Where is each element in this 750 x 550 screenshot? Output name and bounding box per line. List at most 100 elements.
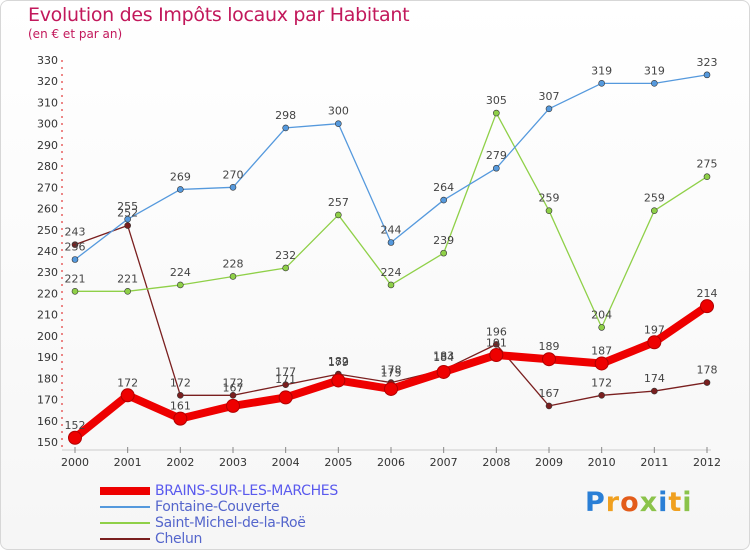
y-tick-label: 160 <box>37 415 58 428</box>
data-point <box>278 390 293 405</box>
data-label: 305 <box>486 94 507 107</box>
data-point <box>71 256 79 263</box>
data-label: 171 <box>275 373 296 386</box>
data-point <box>335 120 342 127</box>
data-point <box>177 392 184 399</box>
data-point <box>651 80 658 87</box>
data-point <box>331 373 346 388</box>
data-label: 269 <box>170 170 191 183</box>
logo-letter: P <box>585 487 606 518</box>
data-label: 172 <box>223 376 244 389</box>
legend-label: Saint-Michel-de-la-Roë <box>155 515 306 531</box>
logo-letter: o <box>620 487 640 518</box>
data-point <box>387 239 395 246</box>
data-label: 187 <box>591 344 612 357</box>
chart-series <box>68 71 714 445</box>
data-point <box>282 381 289 389</box>
legend-swatch <box>100 538 150 540</box>
data-label: 184 <box>433 351 454 364</box>
data-label: 197 <box>644 323 665 336</box>
data-label: 259 <box>644 192 665 205</box>
data-point <box>124 222 131 229</box>
data-label: 189 <box>539 340 560 353</box>
x-tick-label: 2000 <box>61 456 89 469</box>
data-point <box>436 364 451 379</box>
data-label: 232 <box>275 249 296 262</box>
data-point <box>387 281 395 289</box>
data-point <box>489 347 504 362</box>
data-point <box>545 402 553 410</box>
y-tick-label: 300 <box>37 118 58 131</box>
data-label: 172 <box>117 376 138 389</box>
x-tick-label: 2003 <box>219 456 247 469</box>
data-label: 183 <box>433 349 454 362</box>
series-line-2 <box>74 112 708 329</box>
data-label: 175 <box>381 366 402 379</box>
data-point <box>647 335 662 350</box>
data-point <box>124 215 131 223</box>
chart-axes: 150 160 170 180 190 200 210 220 230 240 250 260 270 2… <box>37 54 721 469</box>
x-tick-label: 2012 <box>693 456 721 469</box>
data-label: 319 <box>591 64 612 77</box>
data-label: 204 <box>591 308 612 321</box>
data-label: 167 <box>539 387 560 400</box>
data-label: 224 <box>381 266 402 279</box>
data-point <box>68 430 82 445</box>
data-point <box>229 184 237 191</box>
x-tick-label: 2004 <box>272 456 300 469</box>
data-label: 275 <box>697 158 718 171</box>
y-tick-label: 240 <box>37 245 58 258</box>
proxiti-logo: Proxiti <box>585 487 693 518</box>
data-label: 264 <box>433 181 454 194</box>
data-point <box>282 264 289 272</box>
x-tick-label: 2002 <box>166 456 194 469</box>
chart-subtitle: (en € et par an) <box>28 27 123 41</box>
data-point <box>177 186 184 193</box>
data-point <box>229 273 237 280</box>
y-tick-label: 150 <box>37 436 58 449</box>
data-point <box>703 173 711 181</box>
data-label: 172 <box>591 376 612 389</box>
data-label: 174 <box>644 372 665 385</box>
data-label: 255 <box>117 200 138 213</box>
data-label: 236 <box>65 240 86 253</box>
data-point <box>594 356 609 371</box>
data-label: 252 <box>117 207 138 220</box>
data-label: 243 <box>65 226 86 239</box>
chart-title: Evolution des Impôts locaux par Habitant <box>28 4 410 26</box>
logo-letter: x <box>639 487 659 518</box>
data-point <box>229 392 237 399</box>
data-label: 224 <box>170 266 191 279</box>
y-tick-label: 260 <box>37 203 58 216</box>
data-label: 257 <box>328 196 349 209</box>
data-label: 319 <box>644 64 665 77</box>
data-label: 178 <box>381 364 402 377</box>
data-label: 214 <box>697 287 718 300</box>
y-tick-label: 180 <box>37 372 58 385</box>
data-label: 239 <box>433 234 454 247</box>
x-tick-label: 2009 <box>535 456 563 469</box>
data-label: 228 <box>223 257 244 270</box>
data-point <box>493 109 500 117</box>
legend-swatch <box>100 487 150 495</box>
data-point <box>703 379 711 386</box>
x-tick-label: 2007 <box>430 456 458 469</box>
y-tick-label: 230 <box>37 266 58 279</box>
data-point <box>226 398 240 413</box>
data-label: 298 <box>275 109 296 122</box>
y-tick-label: 280 <box>37 160 58 173</box>
data-point <box>545 207 553 214</box>
data-label: 279 <box>486 149 507 162</box>
data-point <box>493 164 500 172</box>
data-point <box>440 196 447 204</box>
data-label: 191 <box>486 337 507 350</box>
data-point <box>335 211 342 219</box>
data-point <box>598 324 605 331</box>
x-tick-label: 2005 <box>324 456 352 469</box>
data-label: 244 <box>381 224 402 237</box>
x-tick-label: 2010 <box>588 456 616 469</box>
legend-label: Chelun <box>155 531 203 547</box>
data-point <box>700 299 714 314</box>
data-point <box>651 387 658 395</box>
